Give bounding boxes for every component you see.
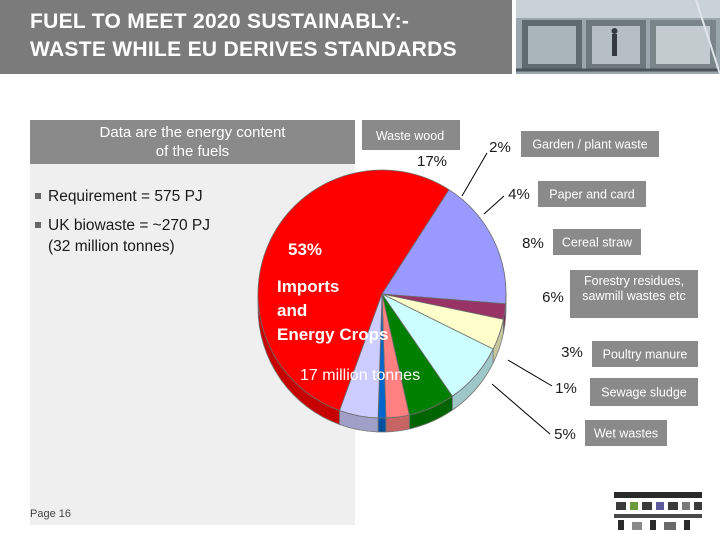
slide-title: FUEL TO MEET 2020 SUSTAINABLY:- WASTE WH… bbox=[30, 10, 457, 61]
building-photo-graphic bbox=[516, 0, 720, 74]
label-sewage-box bbox=[590, 378, 698, 406]
label-poultry-box bbox=[592, 341, 698, 367]
pct-imports: 53% bbox=[288, 240, 322, 259]
leader-garden bbox=[461, 152, 488, 197]
bullet-uk-biowaste: UK biowaste = ~270 PJ (32 million tonnes… bbox=[34, 215, 354, 257]
leader-paper bbox=[483, 195, 505, 215]
energy-content-note: Data are the energy content of the fuels bbox=[30, 120, 355, 164]
pie-labels: Waste wood 17% 2% Garden / plant waste 4% Pap… bbox=[277, 129, 698, 446]
pie-slice-side-7 bbox=[377, 417, 387, 433]
pct-cereal: 8% bbox=[522, 235, 544, 252]
pct-forestry: 6% bbox=[542, 289, 564, 306]
label-imports: Imports and Energy Crops bbox=[277, 277, 388, 344]
pie-side-group bbox=[257, 293, 507, 433]
pie-slice-0 bbox=[257, 169, 450, 412]
label-paper: Paper and card bbox=[549, 188, 635, 202]
leader-wet bbox=[491, 383, 551, 435]
label-paper-box bbox=[538, 181, 646, 207]
pct-sewage: 1% bbox=[555, 380, 577, 397]
pct-paper: 4% bbox=[508, 186, 530, 203]
pct-wet: 5% bbox=[554, 426, 576, 443]
label-garden-box bbox=[521, 131, 659, 157]
pct-poultry: 3% bbox=[561, 344, 583, 361]
pct-garden: 2% bbox=[489, 139, 511, 156]
pct-waste-wood: 17% bbox=[417, 153, 447, 170]
label-waste-wood: Waste wood bbox=[376, 129, 444, 143]
bullet-list: Requirement = 575 PJ UK biowaste = ~270 … bbox=[34, 186, 354, 265]
label-garden: Garden / plant waste bbox=[532, 138, 647, 152]
page-number: Page 16 bbox=[30, 508, 71, 520]
company-logo bbox=[612, 490, 704, 532]
leader-sewage bbox=[507, 359, 553, 387]
label-forestry: Forestry residues, sawmill wastes etc bbox=[582, 274, 686, 303]
title-bar: FUEL TO MEET 2020 SUSTAINABLY:- WASTE WH… bbox=[0, 0, 512, 74]
building-photo bbox=[516, 0, 720, 74]
label-sewage: Sewage sludge bbox=[601, 386, 687, 400]
label-wet-box bbox=[585, 420, 667, 446]
bullet-requirement: Requirement = 575 PJ bbox=[34, 186, 354, 207]
label-cereal-box bbox=[553, 229, 641, 255]
logo-graphic bbox=[612, 490, 704, 532]
label-forestry-box bbox=[570, 270, 698, 318]
pie-slice-8 bbox=[339, 293, 383, 419]
label-wet: Wet wastes bbox=[594, 427, 658, 441]
label-cereal: Cereal straw bbox=[562, 236, 633, 250]
label-imports-tonnes: 17 million tonnes bbox=[300, 367, 420, 384]
pie-slice-1 bbox=[381, 189, 507, 305]
pie-top-group bbox=[257, 169, 507, 419]
label-poultry: Poultry manure bbox=[603, 348, 688, 362]
waste-wood-label-box bbox=[362, 120, 460, 150]
